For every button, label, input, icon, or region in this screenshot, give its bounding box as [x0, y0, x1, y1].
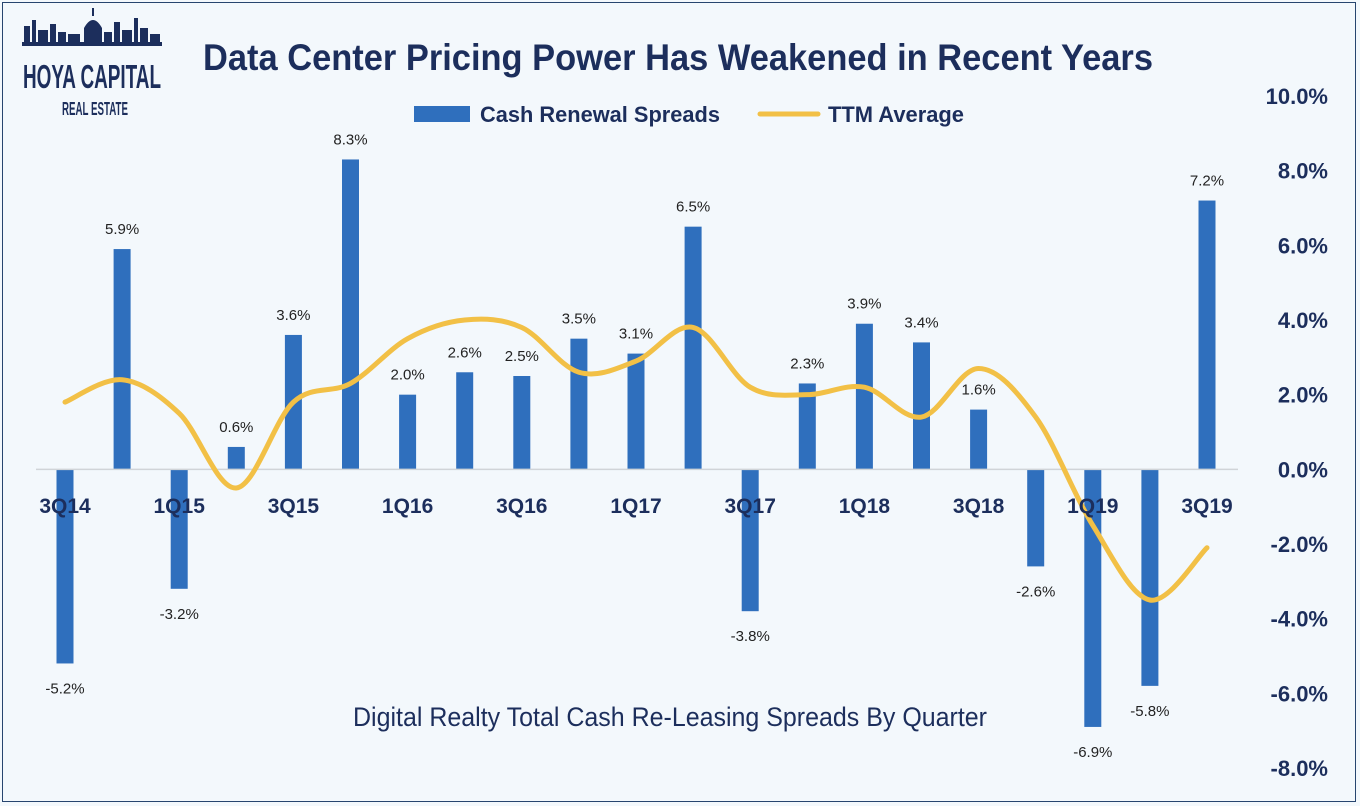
ttm-average-line	[62, 316, 1210, 603]
y-tick-4.0%: 4.0%	[1278, 308, 1328, 333]
y-tick-10.0%: 10.0%	[1266, 84, 1328, 109]
bar-label-4Q17: 2.3%	[790, 355, 824, 372]
bar-series	[56, 159, 1216, 727]
bar-2Q17	[684, 226, 702, 470]
y-tick--4.0%: -4.0%	[1271, 607, 1328, 632]
bar-2Q16	[456, 372, 474, 470]
bar-2Q15	[227, 446, 245, 470]
bar-label-1Q15: -3.2%	[160, 606, 199, 623]
bar-4Q15	[342, 159, 359, 470]
bar-label-1Q17: 3.1%	[619, 326, 653, 343]
chart-title: Data Center Pricing Power Has Weakened i…	[203, 37, 1153, 78]
x-tick-1Q17: 1Q17	[610, 495, 661, 518]
x-tick-1Q19: 1Q19	[1067, 495, 1118, 518]
bar-label-4Q15: 8.3%	[333, 131, 367, 148]
bar-label-3Q14: -5.2%	[45, 680, 84, 697]
y-tick--8.0%: -8.0%	[1271, 756, 1328, 781]
x-axis-tick-labels: 3Q14 1Q15 3Q15 1Q16 3Q16 1Q17 3Q17 1Q18 3Q18 1Q19…	[39, 495, 1232, 518]
bar-label-4Q14: 5.9%	[105, 221, 139, 238]
legend-label-bars: Cash Renewal Spreads	[480, 102, 720, 127]
bar-label-2Q19: -5.8%	[1130, 703, 1169, 720]
legend-swatch-bars	[414, 106, 470, 122]
bar-4Q14	[113, 249, 131, 470]
bar-label-1Q16: 2.0%	[390, 367, 424, 384]
x-tick-1Q18: 1Q18	[839, 495, 891, 518]
y-axis-tick-labels: 10.0% 8.0% 6.0% 4.0% 2.0% 0.0% -2.0% -4.0% -6.0%…	[1266, 84, 1328, 781]
x-tick-3Q19: 3Q19	[1181, 495, 1232, 518]
bar-label-2Q15: 0.6%	[219, 419, 253, 436]
x-tick-3Q15: 3Q15	[268, 495, 320, 518]
bar-label-2Q16: 2.6%	[448, 344, 482, 361]
x-tick-3Q18: 3Q18	[953, 495, 1005, 518]
bar-4Q17	[798, 383, 816, 470]
y-tick-8.0%: 8.0%	[1278, 159, 1328, 184]
bar-1Q16	[399, 394, 417, 470]
chart-subtitle: Digital Realty Total Cash Re-Leasing Spr…	[353, 702, 987, 732]
bar-1Q18	[855, 323, 873, 470]
bar-2Q19	[1141, 469, 1159, 686]
y-tick-0.0%: 0.0%	[1278, 457, 1328, 482]
bar-label-3Q19: 7.2%	[1190, 173, 1224, 190]
x-tick-3Q16: 3Q16	[496, 495, 547, 518]
y-tick--6.0%: -6.0%	[1271, 681, 1328, 706]
bar-4Q16	[570, 338, 588, 470]
y-tick-2.0%: 2.0%	[1278, 383, 1328, 408]
bar-label-4Q16: 3.5%	[562, 311, 596, 328]
bar-1Q17	[627, 353, 645, 470]
bar-label-1Q18: 3.9%	[847, 296, 881, 313]
bar-4Q18	[1027, 469, 1045, 567]
x-tick-1Q16: 1Q16	[382, 495, 433, 518]
bar-label-2Q18: 3.4%	[904, 314, 938, 331]
bar-label-3Q18: 1.6%	[961, 382, 995, 399]
bar-label-4Q18: -2.6%	[1016, 583, 1055, 600]
bar-label-3Q15: 3.6%	[276, 307, 310, 324]
logo: HOYA CAPITAL REAL ESTATE	[22, 8, 162, 119]
y-tick-6.0%: 6.0%	[1278, 233, 1328, 258]
x-tick-3Q14: 3Q14	[39, 495, 91, 518]
x-tick-3Q17: 3Q17	[725, 495, 776, 518]
legend: Cash Renewal Spreads TTM Average	[414, 102, 964, 127]
bar-1Q15	[170, 469, 188, 589]
bar-3Q16	[513, 376, 531, 470]
skyline-icon	[22, 8, 162, 46]
bar-3Q14	[56, 469, 74, 664]
bar-2Q18	[913, 342, 930, 470]
bar-label-3Q17: -3.8%	[731, 628, 770, 645]
y-tick--2.0%: -2.0%	[1271, 532, 1328, 557]
bar-data-labels: -5.2% 5.9% -3.2% 0.6% 3.6% 8.3% 2.0% 2.6% 2.5% 3.…	[45, 131, 1224, 760]
x-tick-1Q15: 1Q15	[154, 495, 206, 518]
bar-label-2Q17: 6.5%	[676, 199, 710, 216]
bar-label-3Q16: 2.5%	[505, 348, 539, 365]
bar-label-1Q19: -6.9%	[1073, 744, 1112, 761]
bar-3Q17	[741, 469, 759, 612]
bar-3Q18	[970, 409, 988, 470]
logo-text-sub: REAL ESTATE	[62, 99, 128, 119]
legend-label-line: TTM Average	[828, 102, 964, 127]
bar-3Q19	[1198, 200, 1216, 470]
logo-text-main: HOYA CAPITAL	[23, 58, 161, 95]
